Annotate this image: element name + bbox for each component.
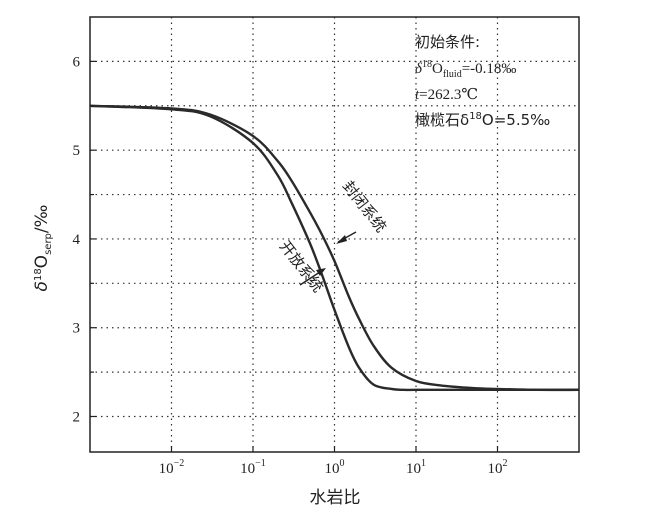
y-axis-title-sub: serp [43, 233, 54, 255]
annotation-olivine-prefix: 橄榄石δ [415, 111, 469, 129]
x-tick-label-base: 10 [488, 461, 503, 477]
closed-system-curve [89, 104, 580, 392]
annotation-olivine-delta: 橄榄石δ18O=5.5‰ [415, 111, 550, 129]
y-tick-label: 2 [73, 409, 81, 425]
y-axis-title-o: O [32, 255, 52, 268]
initial-conditions-annotation: 初始条件: δ18Ofluid=-0.18‰ t=262.3℃ 橄榄石δ18O=… [415, 33, 550, 129]
y-axis-title-unit: /‰ [32, 205, 52, 234]
x-tick-label: 102 [488, 458, 508, 477]
annotation-temperature: t=262.3℃ [415, 87, 478, 103]
x-axis-title: 水岩比 [310, 488, 361, 508]
annotation-temperature-value: =262.3℃ [419, 87, 478, 103]
annotation-fluid-delta: δ18Ofluid=-0.18‰ [415, 59, 516, 80]
tick-marks [90, 60, 499, 452]
y-tick-label: 4 [73, 232, 81, 248]
open-system-curve [89, 104, 579, 392]
closed-system-arrowhead [336, 235, 347, 244]
x-tick-label: 101 [406, 458, 426, 477]
x-tick-label: 10−2 [159, 458, 185, 477]
x-tick-label-base: 10 [159, 461, 174, 477]
data-curves [89, 104, 580, 392]
x-tick-label-base: 10 [325, 461, 340, 477]
y-axis-title: δ18Oserp/‰ [32, 205, 54, 292]
y-tick-label: 3 [73, 321, 81, 337]
x-tick-label-base: 10 [406, 461, 421, 477]
y-tick-label: 5 [73, 143, 81, 159]
closed-system-label-group: 封闭系统 [336, 177, 390, 244]
x-tick-label: 10−1 [240, 458, 266, 477]
y-axis-title-delta: δ [32, 281, 52, 291]
annotation-temperature-symbol: t [415, 87, 420, 103]
x-tick-label: 100 [325, 458, 345, 477]
annotation-heading: 初始条件: [415, 33, 480, 51]
x-tick-label-exponent: 1 [421, 458, 426, 469]
y-tick-label: 6 [73, 54, 81, 70]
x-tick-label-exponent: 0 [340, 458, 345, 469]
open-system-arrowhead [316, 268, 326, 276]
annotation-olivine-value: O=5.5‰ [482, 111, 550, 129]
x-tick-label-base: 10 [240, 461, 255, 477]
annotation-fluid-sup: 18 [422, 59, 432, 70]
annotation-fluid-sub: fluid [443, 69, 462, 80]
y-axis-title-sup: 18 [33, 268, 44, 281]
annotation-fluid-delta-symbol: δ [415, 61, 423, 77]
x-tick-label-exponent: 2 [503, 458, 508, 469]
grid-lines [90, 17, 579, 452]
x-tick-label-exponent: −2 [174, 458, 185, 469]
closed-system-label: 封闭系统 [339, 177, 390, 235]
annotation-fluid-o: O [432, 61, 443, 77]
annotation-olivine-sup: 18 [469, 111, 482, 122]
x-tick-label-exponent: −1 [255, 458, 266, 469]
annotation-fluid-value: =-0.18‰ [462, 61, 517, 77]
